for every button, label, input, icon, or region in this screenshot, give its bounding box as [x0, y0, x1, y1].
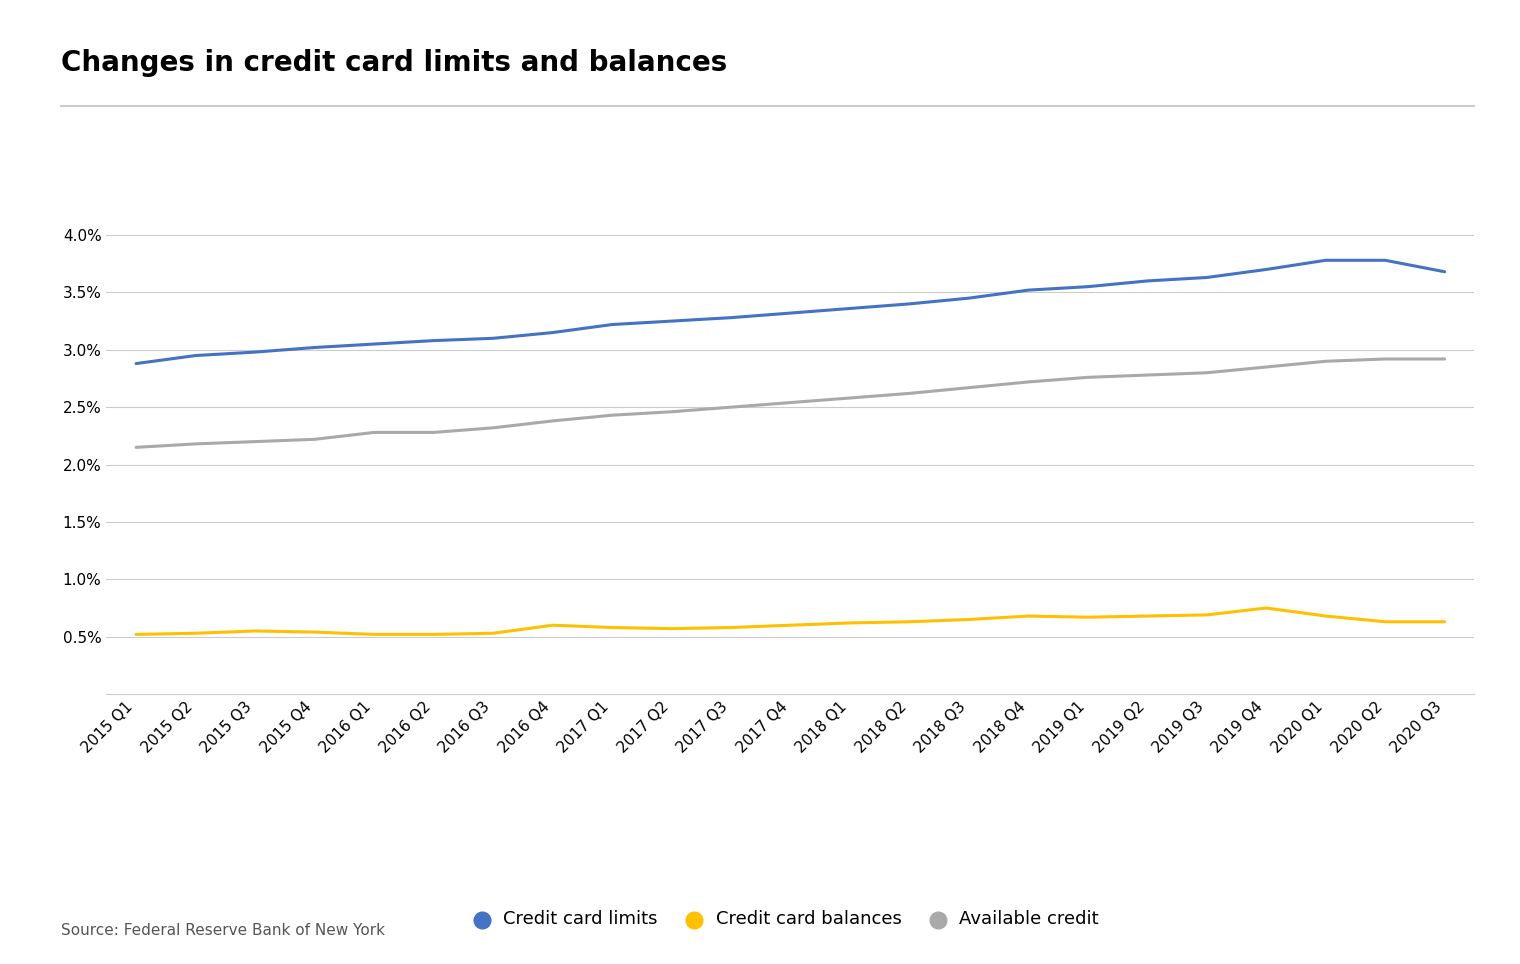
- Credit card limits: [424, 335, 442, 346]
- Text: Changes in credit card limits and balances: Changes in credit card limits and balanc…: [61, 49, 727, 77]
- Line: Credit card limits: Credit card limits: [137, 260, 1444, 363]
- Credit card limits: [722, 312, 740, 324]
- Available credit: [424, 427, 442, 439]
- Credit card balances: [1020, 610, 1038, 622]
- Available credit: [722, 401, 740, 413]
- Credit card balances: [1257, 602, 1275, 614]
- Available credit: [781, 397, 800, 409]
- Available credit: [543, 415, 561, 427]
- Credit card limits: [1435, 266, 1453, 278]
- Credit card balances: [246, 626, 264, 637]
- Credit card balances: [1138, 610, 1157, 622]
- Credit card balances: [483, 628, 502, 639]
- Available credit: [1435, 353, 1453, 364]
- Credit card balances: [900, 616, 918, 628]
- Line: Credit card balances: Credit card balances: [137, 608, 1444, 634]
- Credit card limits: [1020, 284, 1038, 296]
- Credit card balances: [187, 628, 205, 639]
- Credit card balances: [365, 629, 383, 640]
- Credit card balances: [663, 623, 681, 634]
- Credit card limits: [483, 333, 502, 344]
- Available credit: [900, 388, 918, 399]
- Available credit: [1020, 376, 1038, 388]
- Credit card balances: [424, 629, 442, 640]
- Available credit: [663, 406, 681, 417]
- Credit card limits: [1376, 254, 1394, 266]
- Credit card limits: [1079, 281, 1097, 292]
- Credit card balances: [1376, 616, 1394, 628]
- Credit card limits: [1257, 264, 1275, 276]
- Available credit: [483, 422, 502, 434]
- Credit card balances: [128, 629, 146, 640]
- Credit card limits: [543, 327, 561, 338]
- Credit card balances: [959, 614, 977, 626]
- Credit card limits: [841, 303, 859, 314]
- Credit card balances: [722, 622, 740, 633]
- Credit card limits: [1198, 272, 1216, 283]
- Credit card balances: [1198, 609, 1216, 621]
- Available credit: [246, 436, 264, 447]
- Available credit: [306, 434, 324, 445]
- Line: Available credit: Available credit: [137, 359, 1444, 447]
- Credit card balances: [543, 620, 561, 631]
- Available credit: [1079, 371, 1097, 383]
- Available credit: [1198, 367, 1216, 379]
- Credit card balances: [841, 617, 859, 629]
- Credit card limits: [959, 292, 977, 304]
- Available credit: [187, 438, 205, 449]
- Available credit: [959, 382, 977, 393]
- Credit card limits: [1316, 254, 1335, 266]
- Available credit: [841, 392, 859, 404]
- Credit card limits: [900, 298, 918, 309]
- Available credit: [603, 410, 622, 421]
- Credit card balances: [306, 627, 324, 638]
- Legend: Credit card limits, Credit card balances, Available credit: Credit card limits, Credit card balances…: [474, 903, 1107, 936]
- Credit card limits: [128, 358, 146, 369]
- Credit card balances: [603, 622, 622, 633]
- Credit card limits: [781, 308, 800, 319]
- Credit card limits: [603, 319, 622, 331]
- Available credit: [1138, 369, 1157, 381]
- Text: Source: Federal Reserve Bank of New York: Source: Federal Reserve Bank of New York: [61, 924, 385, 938]
- Available credit: [365, 427, 383, 439]
- Credit card balances: [1079, 611, 1097, 623]
- Credit card balances: [781, 620, 800, 631]
- Credit card limits: [663, 315, 681, 327]
- Credit card limits: [1138, 275, 1157, 286]
- Credit card balances: [1316, 610, 1335, 622]
- Available credit: [128, 442, 146, 453]
- Credit card limits: [365, 338, 383, 350]
- Available credit: [1376, 353, 1394, 364]
- Available credit: [1257, 362, 1275, 373]
- Credit card balances: [1435, 616, 1453, 628]
- Credit card limits: [306, 341, 324, 353]
- Credit card limits: [246, 346, 264, 358]
- Available credit: [1316, 356, 1335, 367]
- Credit card limits: [187, 350, 205, 362]
